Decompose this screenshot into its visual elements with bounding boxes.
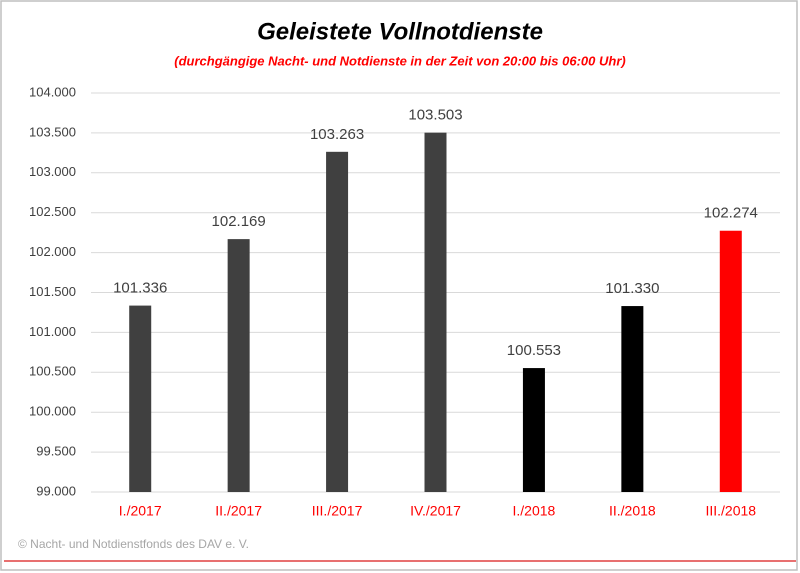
y-tick-label: 99.000 — [36, 483, 76, 498]
data-label: 103.503 — [408, 107, 462, 124]
bar — [227, 239, 250, 492]
data-label: 102.169 — [212, 213, 266, 230]
chart-title: Geleistete Vollnotdienste — [257, 18, 543, 45]
bar — [326, 151, 349, 492]
data-label: 103.263 — [310, 126, 364, 143]
x-tick-label: I./2018 — [513, 503, 556, 519]
y-tick-label: 101.000 — [29, 324, 76, 339]
x-tick-label: II./2017 — [215, 503, 262, 519]
y-tick-label: 99.500 — [36, 444, 76, 459]
chart-subtitle: (durchgängige Nacht- und Notdienste in d… — [174, 53, 625, 68]
bar — [424, 132, 447, 493]
data-label: 101.336 — [113, 280, 167, 297]
x-tick-label: II./2018 — [609, 503, 656, 519]
y-tick-label: 101.500 — [29, 284, 76, 299]
x-tick-label: III./2018 — [705, 503, 756, 519]
bar — [621, 306, 644, 492]
y-tick-label: 103.000 — [29, 164, 76, 179]
y-tick-label: 103.500 — [29, 124, 76, 139]
x-tick-label: III./2017 — [312, 503, 363, 519]
bar — [719, 230, 742, 492]
bar — [129, 305, 152, 492]
source-note: © Nacht- und Notdienstfonds des DAV e. V… — [18, 537, 249, 551]
y-tick-label: 102.000 — [29, 244, 76, 259]
y-tick-label: 104.000 — [29, 84, 76, 99]
y-tick-label: 102.500 — [29, 204, 76, 219]
x-tick-label: I./2017 — [119, 503, 162, 519]
data-label: 102.274 — [704, 205, 758, 222]
data-label: 100.553 — [507, 342, 561, 359]
bar — [522, 368, 545, 492]
x-tick-label: IV./2017 — [410, 503, 461, 519]
y-tick-label: 100.000 — [29, 404, 76, 419]
data-label: 101.330 — [605, 280, 659, 297]
y-tick-label: 100.500 — [29, 364, 76, 379]
